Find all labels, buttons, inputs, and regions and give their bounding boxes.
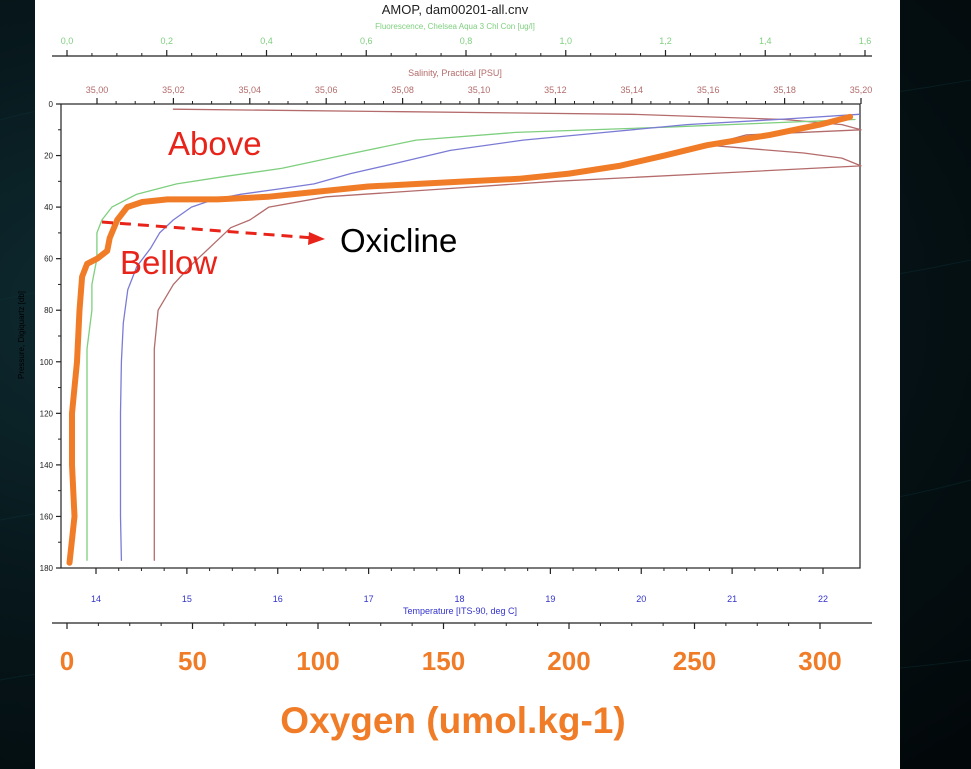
oxygen-tick-label: 0 xyxy=(60,646,74,676)
salinity-tick-label: 35,12 xyxy=(544,85,567,95)
salinity-tick-label: 35,06 xyxy=(315,85,338,95)
pressure-tick-label: 180 xyxy=(40,564,54,573)
pressure-ticks: 0 20 40 60 80 100 120 140 160 180 xyxy=(40,100,61,573)
salinity-tick-label: 35,02 xyxy=(162,85,185,95)
oxicline-arrow-head xyxy=(308,232,325,245)
oxygen-tick-label: 300 xyxy=(798,646,841,676)
oxygen-tick-label: 100 xyxy=(296,646,339,676)
fluorescence-tick-label: 0,2 xyxy=(160,36,173,46)
oxygen-series-line xyxy=(66,113,854,566)
salinity-tick-label: 35,10 xyxy=(468,85,491,95)
temperature-tick-label: 18 xyxy=(454,594,464,604)
salinity-tick-label: 35,16 xyxy=(697,85,720,95)
annotation-oxicline: Oxicline xyxy=(340,222,457,259)
salinity-tick-label: 35,18 xyxy=(773,85,796,95)
salinity-ticks: 35,00 35,02 35,04 35,06 35,08 35,10 35,12 35,14… xyxy=(86,85,873,104)
temperature-ticks: 14 15 16 17 18 19 20 21 22 xyxy=(91,568,828,604)
salinity-tick-label: 35,04 xyxy=(239,85,262,95)
series-layer xyxy=(66,108,862,566)
oxygen-tick-label: 150 xyxy=(422,646,465,676)
pressure-tick-label: 60 xyxy=(44,255,53,264)
pressure-tick-label: 20 xyxy=(44,152,53,161)
salinity-axis-label: Salinity, Practical [PSU] xyxy=(408,68,502,78)
temperature-series-line xyxy=(119,113,860,561)
fluorescence-tick-label: 1,4 xyxy=(759,36,772,46)
fluorescence-series-line xyxy=(86,118,856,561)
fluorescence-ticks: 0,0 0,2 0,4 0,6 0,8 1,0 1,2 1,4 1,6 xyxy=(61,36,872,56)
temperature-tick-label: 16 xyxy=(273,594,283,604)
pressure-tick-label: 140 xyxy=(40,461,54,470)
figure-panel xyxy=(35,0,900,769)
pressure-tick-label: 0 xyxy=(49,100,54,109)
salinity-series-line xyxy=(153,108,862,561)
salinity-tick-label: 35,20 xyxy=(850,85,873,95)
pressure-tick-label: 120 xyxy=(40,409,54,418)
temperature-tick-label: 15 xyxy=(182,594,192,604)
pressure-tick-label: 100 xyxy=(40,358,54,367)
temperature-tick-label: 19 xyxy=(545,594,555,604)
temperature-tick-label: 22 xyxy=(818,594,828,604)
fluorescence-tick-label: 0,0 xyxy=(61,36,74,46)
annotation-below: Bellow xyxy=(120,244,217,281)
fluorescence-tick-label: 0,8 xyxy=(460,36,473,46)
temperature-tick-label: 21 xyxy=(727,594,737,604)
oxygen-tick-label: 50 xyxy=(178,646,207,676)
pressure-tick-label: 160 xyxy=(40,512,54,521)
temperature-tick-label: 17 xyxy=(364,594,374,604)
pressure-tick-label: 40 xyxy=(44,203,53,212)
annotation-above: Above xyxy=(168,125,262,162)
chart-title: AMOP, dam00201-all.cnv xyxy=(382,2,529,17)
oxygen-axis-label: Oxygen (umol.kg-1) xyxy=(280,700,625,741)
salinity-tick-label: 35,14 xyxy=(621,85,644,95)
fluorescence-tick-label: 0,6 xyxy=(360,36,373,46)
temperature-axis-label: Temperature [ITS-90, deg C] xyxy=(403,606,517,616)
pressure-tick-label: 80 xyxy=(44,306,53,315)
oxygen-tick-label: 200 xyxy=(547,646,590,676)
fluorescence-tick-label: 1,2 xyxy=(659,36,672,46)
fluorescence-tick-label: 0,4 xyxy=(260,36,273,46)
salinity-tick-label: 35,08 xyxy=(391,85,414,95)
temperature-tick-label: 14 xyxy=(91,594,101,604)
oxygen-ticks: 0 50 100 150 200 250 300 xyxy=(60,623,842,676)
plot-frame xyxy=(60,103,861,569)
oxicline-arrow xyxy=(101,220,315,240)
fluorescence-tick-label: 1,6 xyxy=(859,36,872,46)
pressure-axis-label: Pressure, Digiquartz [db] xyxy=(17,291,26,379)
salinity-tick-label: 35,00 xyxy=(86,85,109,95)
fluorescence-axis-label: Fluorescence, Chelsea Aqua 3 Chl Con [ug… xyxy=(375,22,535,31)
oxygen-tick-label: 250 xyxy=(673,646,716,676)
fluorescence-tick-label: 1,0 xyxy=(559,36,572,46)
temperature-tick-label: 20 xyxy=(636,594,646,604)
